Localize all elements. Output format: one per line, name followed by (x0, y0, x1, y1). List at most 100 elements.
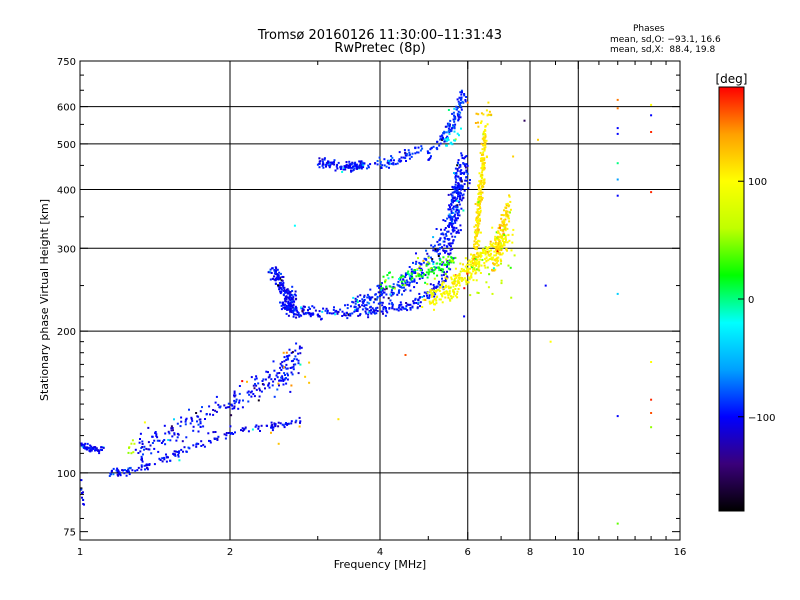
data-point (404, 284, 407, 287)
data-point (500, 237, 503, 240)
data-point (478, 217, 481, 220)
data-point (478, 180, 481, 183)
data-point (484, 139, 486, 142)
data-point (504, 237, 507, 240)
data-point (480, 142, 483, 145)
data-point (279, 422, 282, 425)
data-point (454, 123, 457, 126)
data-point (404, 281, 407, 284)
data-point (500, 262, 502, 265)
data-point (502, 225, 505, 227)
data-point (452, 124, 455, 127)
data-point (494, 254, 497, 257)
data-point (247, 430, 250, 433)
data-point (223, 433, 226, 436)
data-point (139, 438, 141, 440)
data-point (273, 422, 276, 425)
data-point (82, 446, 85, 449)
data-point (323, 157, 326, 160)
data-point (498, 242, 500, 245)
data-point (479, 219, 481, 222)
data-point (368, 302, 371, 305)
data-point (309, 315, 312, 318)
data-point (383, 288, 386, 291)
data-point (386, 311, 389, 314)
data-point (292, 311, 295, 314)
data-point (238, 399, 241, 402)
data-point (506, 213, 509, 216)
data-point (431, 295, 433, 298)
data-point (472, 263, 475, 266)
data-point (258, 387, 261, 390)
data-point (467, 268, 470, 271)
data-point (450, 256, 453, 259)
data-point (477, 244, 480, 247)
data-point (448, 287, 451, 290)
data-point (98, 452, 101, 455)
data-point (407, 273, 410, 276)
data-point (215, 410, 218, 413)
data-point (110, 473, 112, 476)
data-point (650, 191, 653, 194)
data-point (349, 166, 352, 169)
data-point (432, 145, 435, 148)
data-point (481, 173, 484, 176)
data-point (280, 304, 283, 307)
data-point (496, 230, 499, 233)
data-point (286, 288, 289, 291)
data-point (476, 210, 479, 213)
data-point (454, 277, 456, 280)
data-point (308, 381, 311, 384)
data-point (179, 425, 182, 428)
data-point (451, 226, 454, 229)
data-point (484, 249, 487, 252)
data-point (427, 256, 430, 259)
data-point (390, 291, 393, 294)
data-point (331, 162, 334, 165)
data-point (465, 270, 467, 273)
data-point (486, 156, 488, 159)
data-point (406, 272, 409, 274)
data-point (479, 207, 482, 210)
data-point (197, 430, 200, 433)
data-point (268, 375, 271, 378)
data-point (476, 222, 479, 225)
data-point (409, 308, 412, 311)
data-point (454, 205, 457, 208)
data-point (445, 284, 447, 287)
data-point (246, 391, 249, 394)
data-point (452, 111, 455, 114)
data-point (280, 308, 283, 311)
data-point (470, 263, 472, 266)
data-point (455, 190, 458, 193)
data-point (356, 295, 359, 298)
data-point (447, 230, 450, 233)
data-point (650, 398, 653, 401)
x-tick-label: 1 (77, 547, 83, 558)
data-point (457, 182, 460, 185)
data-point (459, 198, 461, 201)
data-point (325, 163, 328, 166)
data-point (321, 164, 324, 167)
data-point (415, 275, 418, 278)
data-point (362, 300, 365, 303)
data-point (183, 446, 186, 449)
data-point (457, 114, 460, 117)
data-point (488, 246, 491, 249)
data-point (485, 246, 488, 249)
data-point (381, 282, 383, 285)
data-point (445, 131, 448, 134)
data-point (481, 197, 484, 199)
data-point (458, 191, 461, 194)
data-point (233, 394, 235, 397)
data-point (502, 220, 505, 223)
data-point (482, 183, 485, 185)
data-point (151, 435, 154, 438)
data-point (449, 286, 452, 289)
data-point (217, 403, 220, 406)
data-point (491, 292, 494, 295)
data-point (374, 298, 377, 301)
data-point (453, 172, 455, 174)
data-point (467, 271, 470, 274)
data-point (292, 363, 295, 366)
